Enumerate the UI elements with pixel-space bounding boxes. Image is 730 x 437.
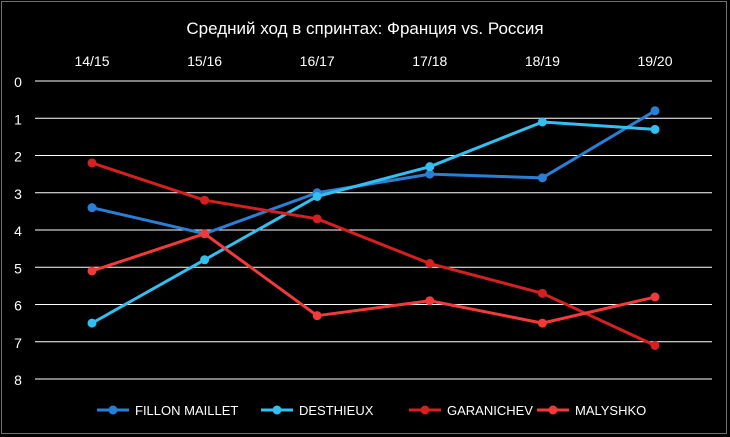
data-point — [650, 292, 660, 302]
data-point — [200, 255, 210, 265]
data-point — [650, 340, 660, 350]
x-tick-label: 18/19 — [525, 53, 560, 69]
data-point — [537, 318, 547, 328]
data-point — [200, 229, 210, 239]
y-tick-label: 1 — [14, 111, 22, 127]
x-tick-label: 14/15 — [74, 53, 109, 69]
gridlines — [35, 80, 712, 380]
y-tick-label: 5 — [14, 260, 22, 276]
series-group — [87, 106, 660, 350]
series-line — [91, 161, 656, 347]
data-point — [425, 296, 435, 306]
series-garanichev — [87, 158, 660, 350]
y-tick-label: 8 — [14, 372, 22, 388]
data-point — [425, 259, 435, 269]
y-tick-label: 0 — [14, 74, 22, 90]
series-line — [91, 232, 656, 325]
legend-swatch-marker — [108, 405, 118, 415]
x-tick-label: 15/16 — [187, 53, 222, 69]
data-point — [650, 106, 660, 116]
legend-label: DESTHIEUX — [299, 403, 374, 418]
legend-label: FILLON MAILLET — [135, 403, 238, 418]
series-fillon-maillet — [87, 106, 660, 239]
data-point — [87, 203, 97, 213]
series-line — [91, 109, 656, 236]
data-point — [425, 169, 435, 179]
data-point — [87, 318, 97, 328]
data-point — [87, 158, 97, 168]
series-malyshko — [87, 229, 660, 328]
data-point — [312, 311, 322, 321]
legend-swatch-marker — [272, 405, 282, 415]
data-point — [650, 124, 660, 134]
y-tick-label: 6 — [14, 298, 22, 314]
legend-label: GARANICHEV — [447, 403, 533, 418]
x-tick-label: 19/20 — [637, 53, 672, 69]
data-point — [537, 173, 547, 183]
data-point — [537, 117, 547, 127]
x-tick-label: 17/18 — [412, 53, 447, 69]
data-point — [200, 195, 210, 205]
legend: FILLON MAILLET DESTHIEUX GARANICHEV MALYSHK… — [97, 403, 646, 418]
x-axis-ticks: 14/15 15/16 16/17 17/18 18/19 19/20 — [74, 53, 672, 69]
chart-title: Средний ход в спринтах: Франция vs. Росс… — [186, 19, 543, 38]
x-tick-label: 16/17 — [300, 53, 335, 69]
data-point — [312, 214, 322, 224]
legend-swatch-marker — [420, 405, 430, 415]
y-tick-label: 2 — [14, 149, 22, 165]
y-tick-label: 3 — [14, 186, 22, 202]
y-tick-label: 4 — [14, 223, 22, 239]
data-point — [537, 288, 547, 298]
y-tick-label: 7 — [14, 335, 22, 351]
y-axis-ticks: 0 1 2 3 4 5 6 7 8 — [14, 74, 22, 388]
data-point — [425, 162, 435, 172]
data-point — [312, 191, 322, 201]
legend-label: MALYSHKO — [575, 403, 646, 418]
legend-swatch-marker — [548, 405, 558, 415]
data-point — [87, 266, 97, 276]
series-line — [91, 120, 656, 325]
series-desthieux — [87, 117, 660, 328]
